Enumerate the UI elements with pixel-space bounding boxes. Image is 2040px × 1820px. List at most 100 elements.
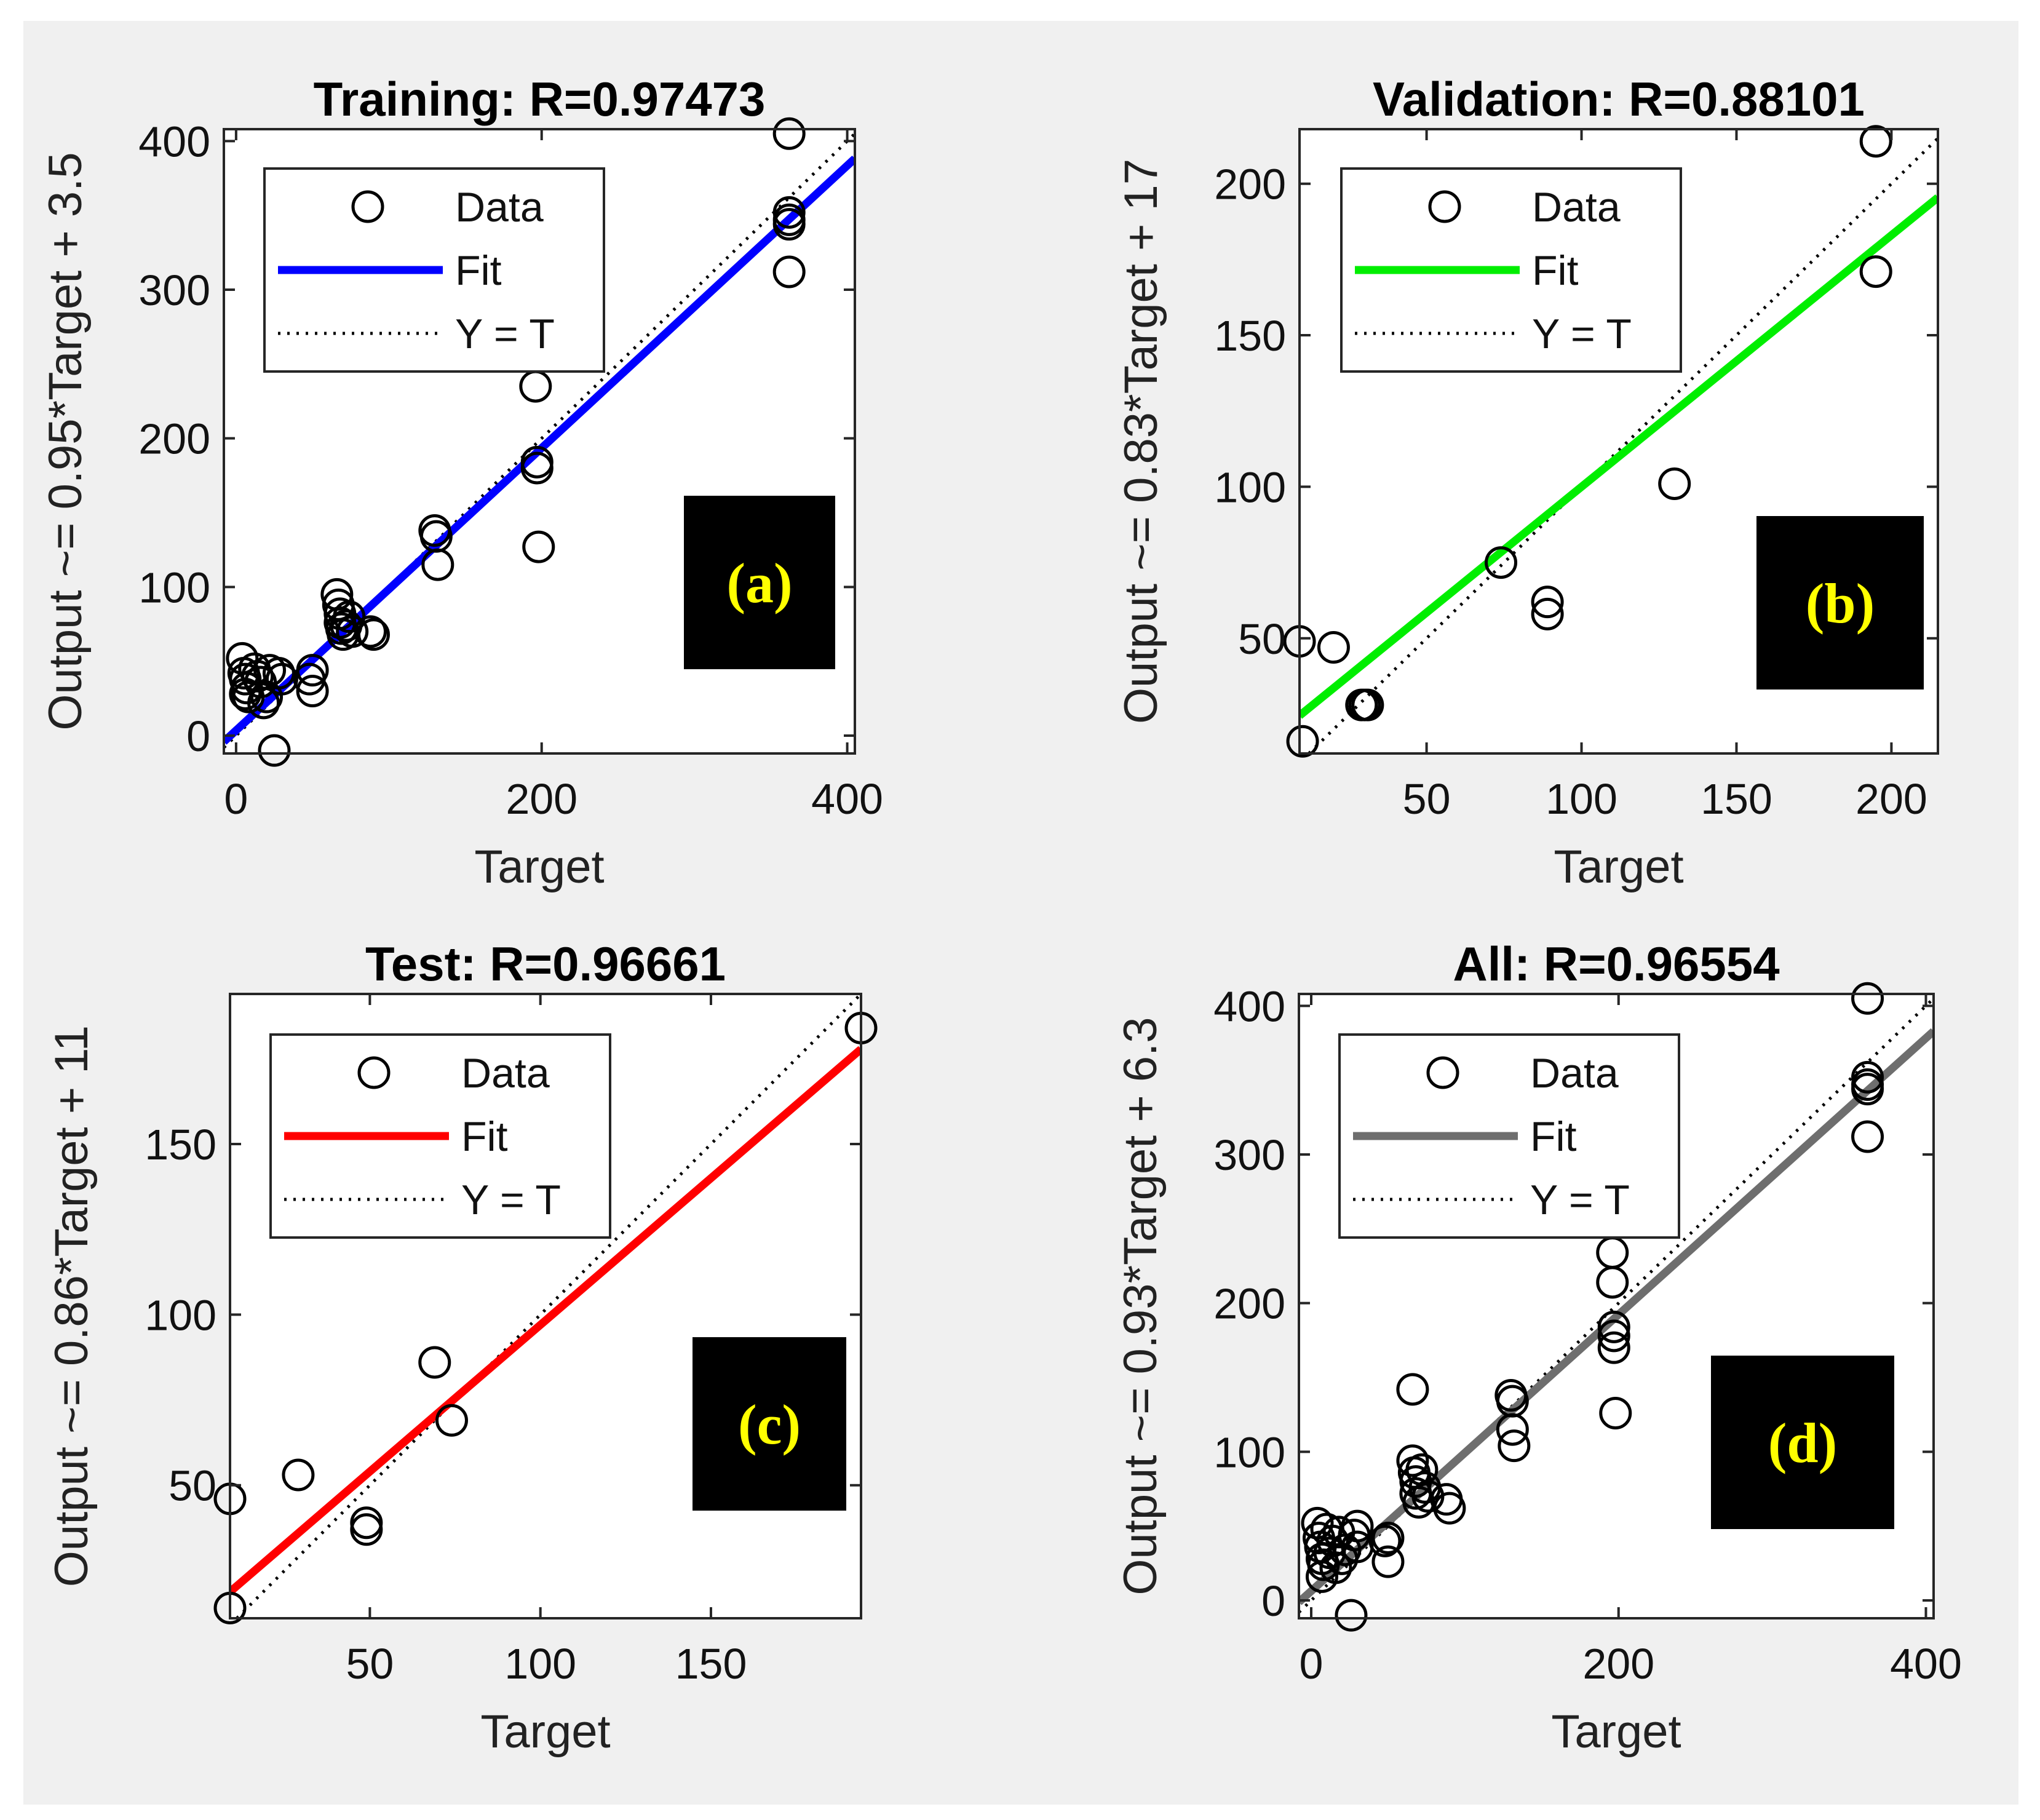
x-tick-label: 100: [1546, 775, 1617, 823]
fit-line: [230, 1046, 861, 1595]
x-axis-label: Target: [1554, 841, 1683, 893]
data-point: [1335, 1599, 1368, 1632]
panel-1: 0 200 400 0 100 200 300 400 Training: R=0.97473 T…: [39, 72, 883, 893]
y-tick-label: 100: [1214, 463, 1286, 511]
data-point: [1531, 586, 1564, 619]
data-point: [1319, 1551, 1352, 1584]
legend-label: Y = T: [461, 1177, 561, 1223]
panel-tag-box: [684, 496, 835, 669]
data-point: [1851, 1073, 1884, 1106]
y-tick-label: 300: [138, 266, 210, 314]
legend-label: Y = T: [1532, 311, 1632, 357]
x-axis-label: Target: [480, 1706, 610, 1758]
legend-label: Data: [455, 184, 544, 231]
data-point: [1658, 467, 1691, 500]
panel-title: Validation: R=0.88101: [1373, 72, 1865, 126]
data-point: [1341, 1509, 1374, 1543]
data-point: [1371, 1545, 1405, 1578]
panel-title: Training: R=0.97473: [314, 72, 766, 126]
data-point: [1351, 688, 1384, 721]
data-point: [244, 666, 277, 699]
data-point: [336, 615, 369, 648]
panel-3: 50 100 150 50 100 150 Test: R=0.96661 Target Out…: [46, 937, 878, 1758]
x-tick-label: 200: [1582, 1640, 1654, 1688]
data-point: [296, 675, 329, 707]
y-tick-label: 100: [138, 563, 210, 611]
data-point: [262, 657, 295, 689]
legend-label: Fit: [1532, 247, 1579, 294]
panel-tag-box: [1756, 516, 1924, 689]
legend-label: Data: [1530, 1050, 1619, 1097]
panel-tag-box: [1711, 1356, 1894, 1529]
y-tick-label: 100: [145, 1291, 216, 1339]
legend-label: Fit: [461, 1113, 508, 1160]
data-point: [1851, 1120, 1884, 1153]
y-tick-label: 400: [138, 117, 210, 165]
plot-content: [230, 994, 861, 1618]
panel-2: 50 100 150 200 50 100 150 200 Validation: R=0.88…: [1115, 72, 1939, 893]
x-tick-label: 100: [504, 1640, 576, 1688]
data-point: [247, 686, 280, 720]
panel-tag-box: [693, 1337, 846, 1511]
data-point: [258, 734, 291, 767]
legend-label: Data: [461, 1050, 550, 1097]
data-point: [1597, 1310, 1630, 1343]
data-point: [1396, 1444, 1429, 1477]
x-tick-label: 0: [1300, 1640, 1324, 1688]
data-point: [1317, 631, 1350, 664]
x-tick-label: 400: [1890, 1640, 1962, 1688]
fit-line: [1300, 194, 1938, 719]
plot-content: [224, 132, 855, 749]
x-tick-label: 150: [1701, 775, 1772, 823]
regression-figure: 0 200 400 0 100 200 300 400 Training: R=0.97473 T…: [39, 72, 1962, 1758]
legend-label: Y = T: [1530, 1177, 1630, 1223]
x-tick-label: 200: [506, 775, 577, 823]
data-point: [354, 615, 387, 648]
data-point: [1286, 725, 1319, 758]
data-point: [772, 255, 806, 288]
x-tick-label: 200: [1855, 775, 1927, 823]
data-point: [1433, 1492, 1466, 1525]
x-axis-label: Target: [474, 841, 604, 893]
x-tick-label: 50: [1403, 775, 1451, 823]
data-point: [435, 1404, 468, 1437]
data-point: [772, 208, 806, 241]
x-tick-label: 400: [811, 775, 883, 823]
panel-tag: (d): [1768, 1412, 1837, 1474]
legend: Data Fit Y = T: [263, 167, 605, 373]
data-point: [1851, 1060, 1884, 1094]
legend: Data Fit Y = T: [1338, 1033, 1680, 1239]
axes-box: [223, 128, 856, 755]
data-point: [357, 618, 390, 651]
y-axis-label: Output ~= 0.95*Target + 3.5: [39, 152, 92, 730]
legend: Data Fit Y = T: [1340, 167, 1682, 373]
y-tick-label: 100: [1213, 1428, 1285, 1476]
y-tick-label: 150: [1214, 312, 1286, 360]
plot-content: [1300, 137, 1938, 753]
data-point: [265, 662, 298, 696]
legend-label: Y = T: [455, 311, 555, 357]
x-tick-label: 150: [675, 1640, 747, 1688]
x-tick-label: 0: [224, 775, 248, 823]
y-tick-label: 200: [1214, 161, 1286, 209]
y-tick-label: 200: [138, 415, 210, 463]
x-axis-label: Target: [1551, 1706, 1681, 1758]
axes-box: [1298, 128, 1939, 755]
y-axis-label: Output ~= 0.86*Target + 11: [46, 1025, 98, 1587]
data-point: [1496, 1413, 1529, 1446]
fit-line: [224, 155, 855, 745]
data-point: [1851, 982, 1884, 1015]
panel-4: 0 200 400 0 100 200 300 400 All: R=0.96554 Target…: [1114, 937, 1962, 1758]
data-point: [1368, 1524, 1402, 1557]
data-point: [350, 1513, 383, 1546]
data-point: [1859, 125, 1892, 158]
panel-tag: (b): [1806, 572, 1875, 635]
data-point: [1402, 1486, 1435, 1519]
y-tick-label: 200: [1213, 1280, 1285, 1328]
data-point: [520, 451, 554, 485]
panel-tag: (c): [738, 1393, 801, 1456]
y-tick-label: 150: [145, 1121, 216, 1169]
legend-label: Fit: [455, 247, 502, 294]
data-point: [1396, 1373, 1429, 1406]
legend-label: Data: [1532, 184, 1621, 231]
